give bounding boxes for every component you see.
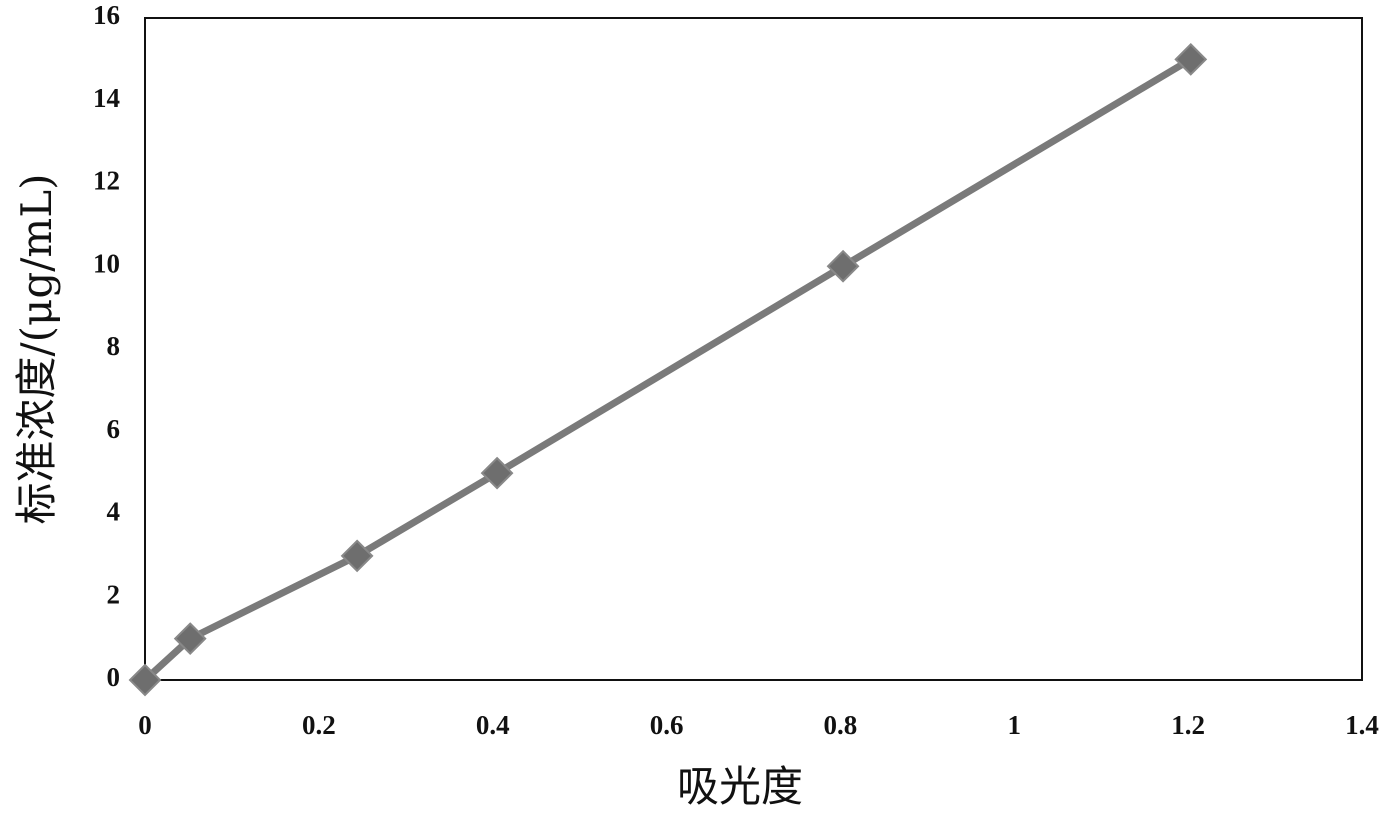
y-tick-label: 16 (93, 0, 120, 30)
plot-frame (144, 17, 1363, 681)
x-tick-label: 1.4 (1345, 710, 1379, 740)
x-tick-label: 1 (1008, 710, 1022, 740)
data-point (1174, 42, 1208, 76)
data-point (826, 249, 860, 283)
x-tick-label: 0.6 (650, 710, 684, 740)
y-tick-label: 12 (93, 166, 120, 196)
data-line (142, 56, 1193, 683)
y-tick-label: 2 (107, 579, 121, 609)
y-tick-label: 6 (107, 414, 121, 444)
x-tick-label: 0.2 (302, 710, 336, 740)
y-tick-label: 10 (93, 248, 120, 278)
y-tick-label: 14 (93, 83, 120, 113)
data-point (173, 622, 207, 656)
y-axis-label: 标准浓度/(μg/mL) (12, 174, 61, 525)
data-point (340, 539, 374, 573)
x-tick-label: 0.8 (824, 710, 858, 740)
y-tick-label: 4 (107, 497, 121, 527)
x-axis-label: 吸光度 (677, 762, 803, 811)
x-tick-label: 0 (138, 710, 152, 740)
y-tick-label: 0 (107, 662, 121, 692)
data-point (480, 456, 514, 490)
x-tick-label: 1.2 (1171, 710, 1205, 740)
y-tick-label: 8 (107, 331, 121, 361)
x-tick-label: 0.4 (476, 710, 510, 740)
data-point (128, 663, 162, 697)
